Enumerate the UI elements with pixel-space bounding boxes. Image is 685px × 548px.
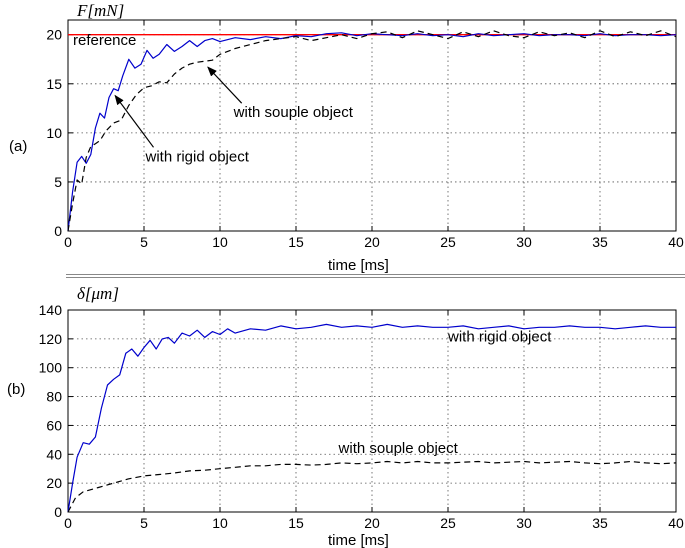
tick-labels: 0 5 10 15 20 25 30 35 40 0 5 10 15 20 (46, 20, 684, 250)
x-tick-label: 10 (212, 515, 228, 531)
y-tick-label: 0 (54, 223, 62, 239)
y-tick-label: 120 (39, 331, 63, 347)
x-tick-label: 20 (364, 515, 380, 531)
y-tick-label: 100 (39, 360, 63, 376)
series-line-souple (67, 460, 677, 513)
x-tick-label: 0 (64, 515, 72, 531)
x-tick-label: 15 (288, 515, 304, 531)
series-line-rigid (67, 32, 677, 232)
x-tick-label: 40 (668, 234, 684, 250)
y-tick-label: 15 (46, 76, 62, 92)
annotation-arrow (114, 94, 155, 148)
annotation-arrow (207, 66, 243, 104)
series-layer (67, 323, 677, 513)
x-tick-label: 35 (592, 234, 608, 250)
y-axis-label: F[mN] (76, 1, 124, 20)
y-tick-label: 0 (54, 504, 62, 520)
series-layer (67, 30, 677, 232)
x-tick-label: 20 (364, 234, 380, 250)
y-tick-label: 20 (46, 27, 62, 43)
annotation-label: with souple object (233, 104, 354, 121)
annotations: with souple object with rigid object (114, 66, 354, 165)
annotation-label: with souple object (338, 440, 459, 457)
grid (68, 20, 676, 231)
x-tick-label: 10 (212, 234, 228, 250)
displacement-chart: 0 5 10 15 20 25 30 35 40 0 20 40 60 80 100 120 140 (b) δ… (7, 284, 684, 548)
annotation-label: with rigid object (447, 329, 552, 346)
x-tick-label: 5 (140, 515, 148, 531)
panel-label: (a) (9, 138, 27, 155)
y-tick-label: 80 (46, 389, 62, 405)
x-tick-label: 25 (440, 515, 456, 531)
x-tick-label: 5 (140, 234, 148, 250)
series-line-rigid (67, 323, 676, 513)
reference-label: reference (73, 32, 136, 49)
x-tick-label: 15 (288, 234, 304, 250)
series-line-souple (67, 30, 677, 232)
x-tick-label: 0 (64, 234, 72, 250)
grid (68, 310, 676, 512)
x-axis-label: time [ms] (328, 532, 389, 548)
y-tick-label: 140 (39, 302, 63, 318)
annotations: with rigid object with souple object (338, 329, 553, 457)
x-tick-label: 25 (440, 234, 456, 250)
x-tick-label: 30 (516, 515, 532, 531)
tick-labels: 0 5 10 15 20 25 30 35 40 0 20 40 60 80 100 120 140 (39, 302, 684, 531)
x-tick-label: 35 (592, 515, 608, 531)
y-tick-label: 5 (54, 174, 62, 190)
y-tick-label: 60 (46, 417, 62, 433)
annotation-label: with rigid object (145, 148, 250, 165)
x-tick-label: 30 (516, 234, 532, 250)
y-tick-label: 10 (46, 125, 62, 141)
y-tick-label: 40 (46, 446, 62, 462)
x-tick-label: 40 (668, 515, 684, 531)
y-axis-label: δ[μm] (77, 284, 119, 303)
y-tick-label: 20 (46, 475, 62, 491)
panel-label: (b) (7, 381, 25, 398)
force-chart: 0 5 10 15 20 25 30 35 40 0 5 10 15 20 (a) F[mN] time … (9, 1, 684, 274)
x-axis-label: time [ms] (328, 257, 389, 274)
